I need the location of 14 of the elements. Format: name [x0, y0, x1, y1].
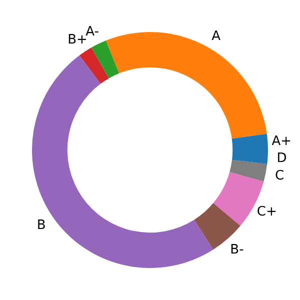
- slice-label: B+: [68, 32, 88, 48]
- slice-label: B-: [230, 242, 244, 258]
- slice-label: B: [36, 218, 46, 233]
- slice-label: A-: [86, 24, 100, 40]
- donut-slice: [79, 48, 109, 84]
- slice-label: C: [274, 168, 284, 184]
- slice-label: C+: [256, 204, 277, 220]
- donut-slice: [91, 40, 120, 78]
- donut-slice: [32, 55, 214, 268]
- donut-slice: [106, 32, 267, 139]
- slice-label: A+: [272, 134, 292, 149]
- slice-label: D: [276, 150, 287, 166]
- donut-slice: [230, 160, 268, 182]
- slice-label: A: [212, 28, 221, 44]
